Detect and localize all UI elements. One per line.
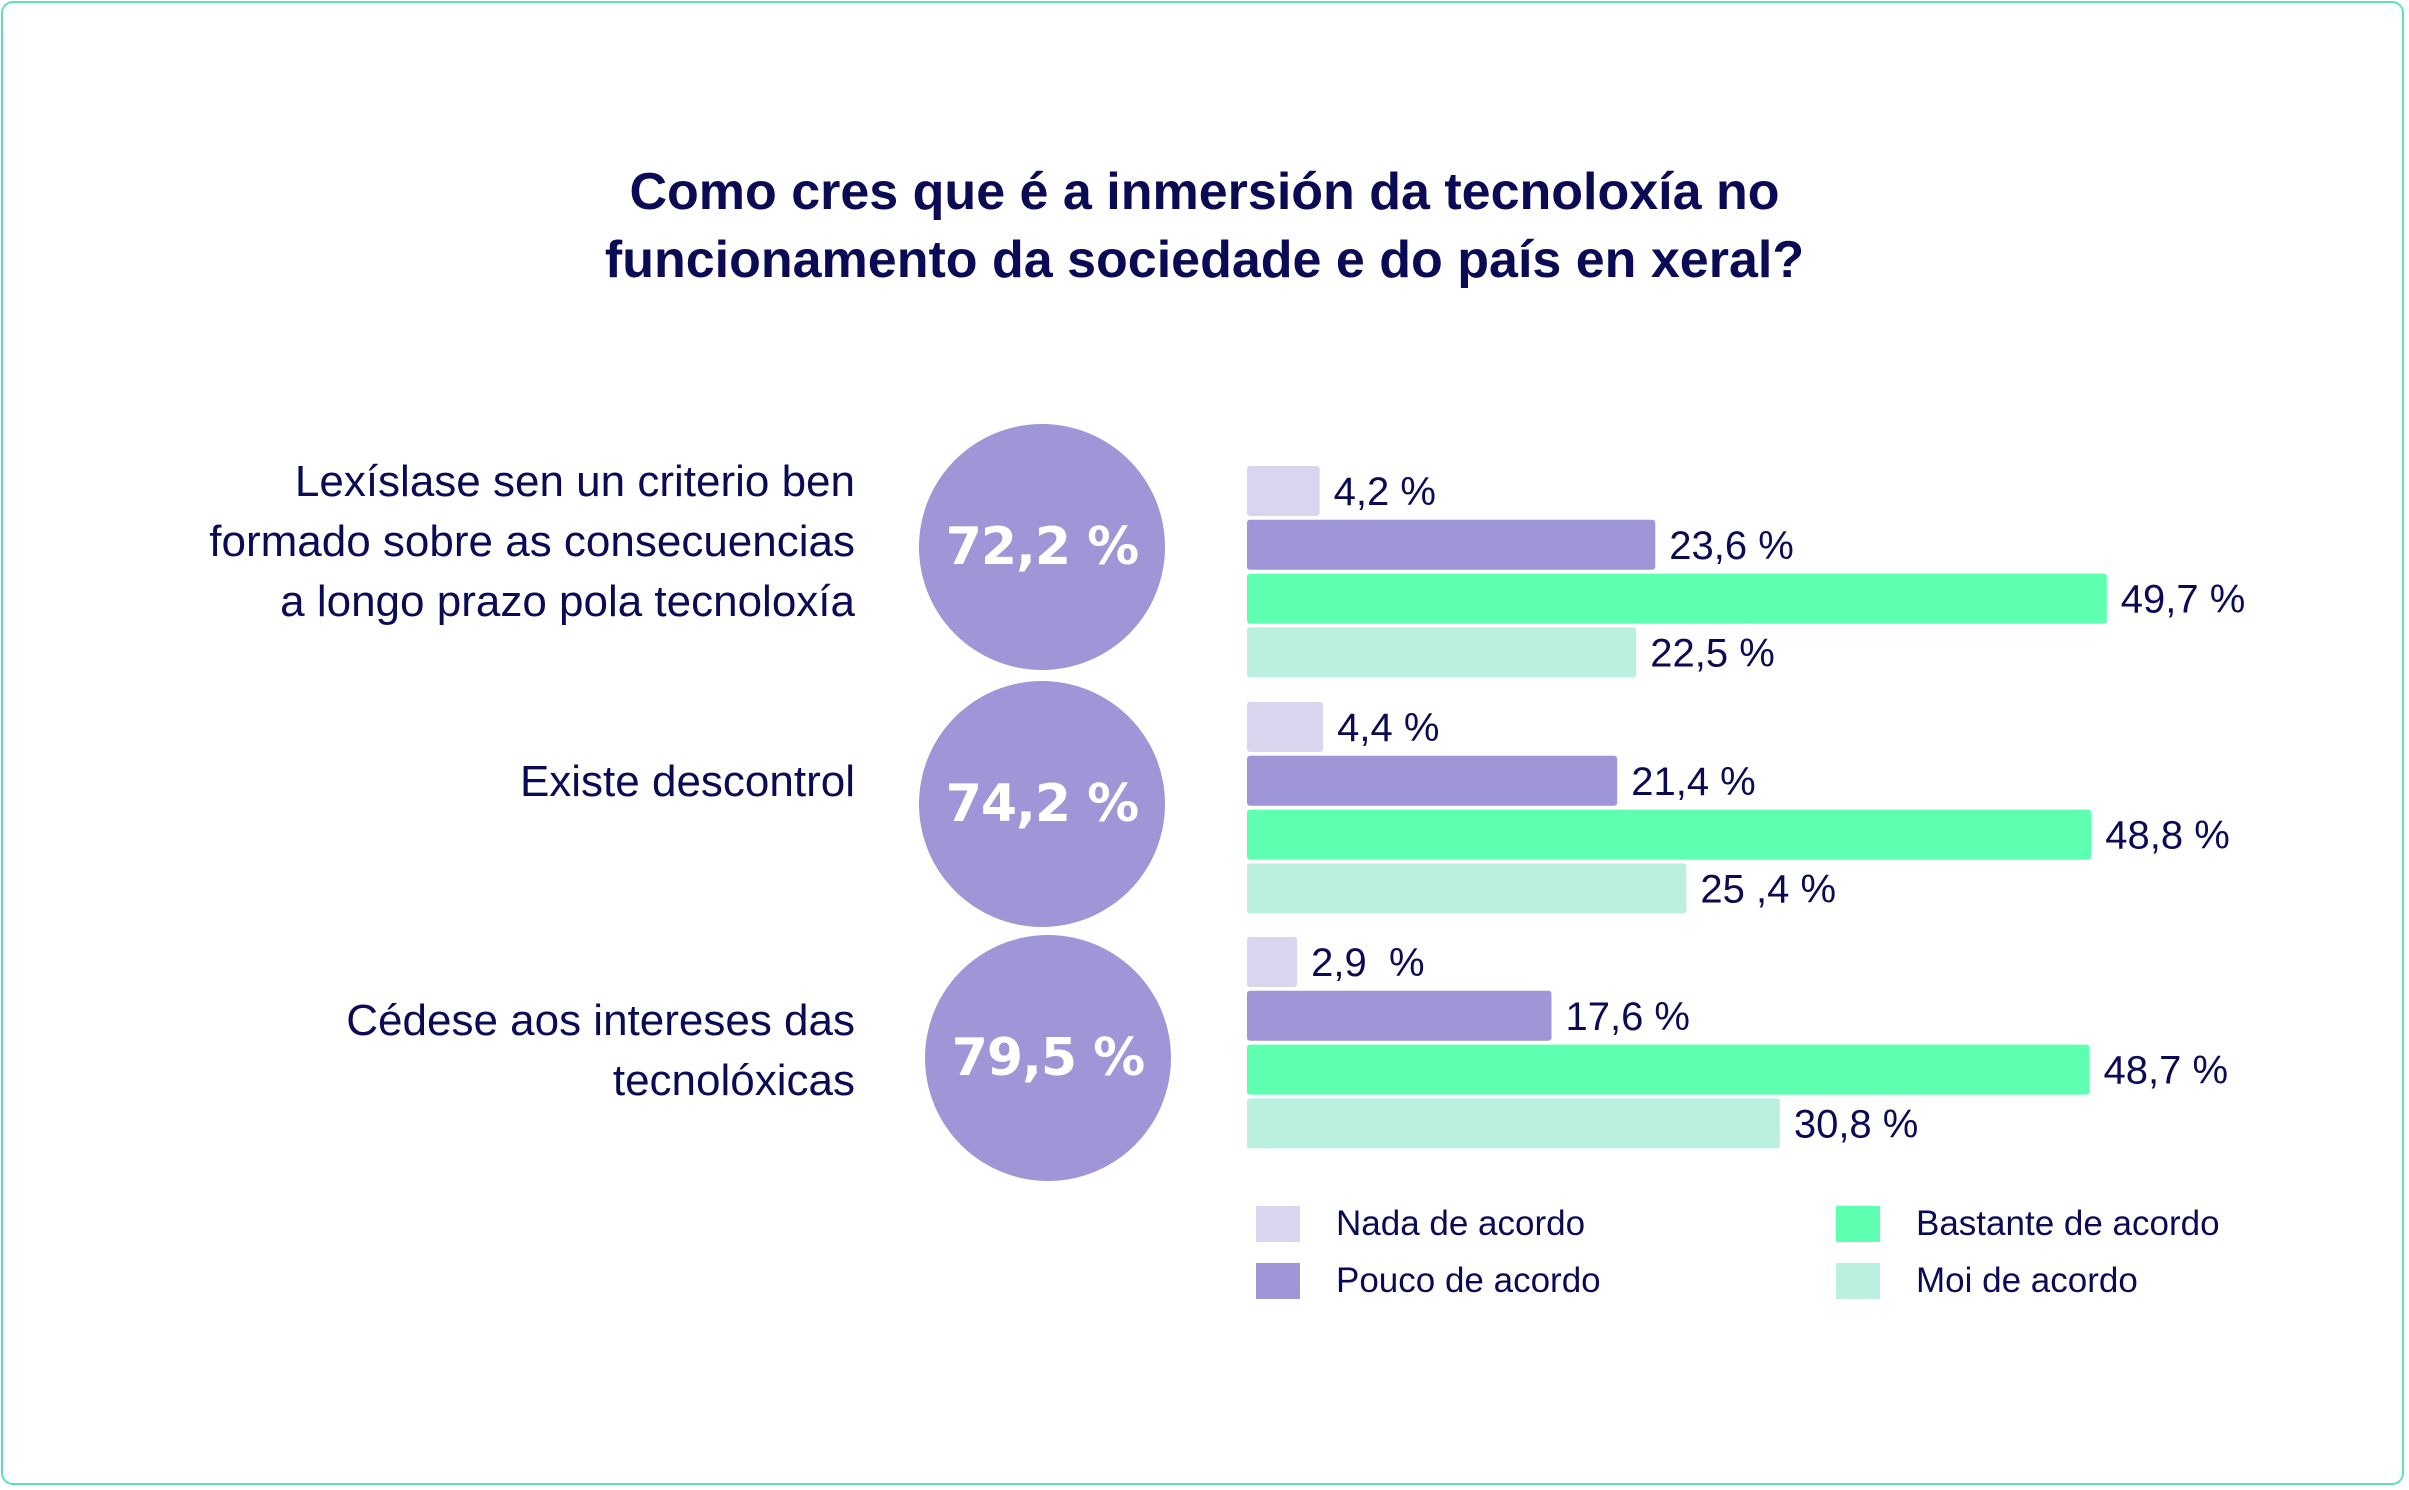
bar-nada-1 <box>1247 466 1320 516</box>
bar-pouco-2 <box>1247 755 1618 806</box>
legend-item-moi: Moi de acordo <box>1836 1261 2138 1301</box>
bar-nada-3 <box>1247 937 1298 987</box>
total-value-3: 79,5 % <box>951 1028 1146 1088</box>
category-label-1-line-2: formado sobre as consecuencias <box>209 517 855 566</box>
bar-group-3: 2,9 % 17,6 % 48,7 % 30,8 % <box>1247 937 2229 1149</box>
data-label-pouco-1: 23,6 % <box>1669 524 1794 568</box>
data-label-moi-2: 25 ,4 % <box>1700 867 1836 911</box>
data-label-pouco-2: 21,4 % <box>1631 760 1756 804</box>
total-value-1: 72,2 % <box>945 517 1140 577</box>
bar-moi-1 <box>1247 627 1637 678</box>
category-label-2-line-1: Existe descontrol <box>519 757 855 806</box>
total-circle-2: 74,2 % <box>919 681 1165 927</box>
data-label-moi-3: 30,8 % <box>1794 1102 1919 1146</box>
bar-bastante-3 <box>1247 1044 2090 1095</box>
legend-swatch-bastante <box>1836 1206 1880 1242</box>
data-label-nada-2: 4,4 % <box>1337 706 1439 750</box>
data-label-bastante-1: 49,7 % <box>2121 578 2246 622</box>
bar-pouco-1 <box>1247 519 1656 570</box>
legend-item-pouco: Pouco de acordo <box>1256 1261 1601 1301</box>
category-label-3: Cédese aos intereses das tecnolóxicas <box>95 991 855 1111</box>
total-circle-3: 79,5 % <box>925 935 1171 1181</box>
category-label-1: Lexíslase sen un criterio ben formado so… <box>95 452 855 632</box>
legend-item-bastante: Bastante de acordo <box>1836 1204 2220 1244</box>
data-label-nada-3: 2,9 % <box>1311 941 1424 985</box>
bar-bastante-1 <box>1247 573 2107 624</box>
legend-label-bastante: Bastante de acordo <box>1916 1204 2220 1243</box>
chart-title-line-1: Como cres que é a inmersión da tecnoloxí… <box>629 163 1780 221</box>
data-label-bastante-3: 48,7 % <box>2104 1049 2229 1093</box>
total-circle-1: 72,2 % <box>919 424 1165 670</box>
chart-title-line-2: funcionamento da sociedade e do país en … <box>604 231 1805 289</box>
legend-swatch-nada <box>1256 1206 1300 1242</box>
legend-item-nada: Nada de acordo <box>1256 1204 1585 1244</box>
chart-title: Como cres que é a inmersión da tecnoloxí… <box>0 158 2409 294</box>
data-label-bastante-2: 48,8 % <box>2105 814 2230 858</box>
bar-moi-2 <box>1247 863 1687 914</box>
legend-label-pouco: Pouco de acordo <box>1336 1261 1601 1300</box>
category-label-1-line-3: a longo prazo pola tecnoloxía <box>280 577 855 626</box>
bar-group-1: 4,2 % 23,6 % 49,7 % 22,5 % <box>1247 466 2246 678</box>
legend-swatch-pouco <box>1256 1263 1300 1299</box>
legend-label-nada: Nada de acordo <box>1336 1204 1586 1243</box>
category-label-2: Existe descontrol <box>95 752 855 812</box>
bar-moi-3 <box>1247 1098 1780 1149</box>
total-value-2: 74,2 % <box>945 774 1140 834</box>
category-label-3-line-1: Cédese aos intereses das <box>346 996 855 1045</box>
category-label-1-line-1: Lexíslase sen un criterio ben <box>294 457 855 506</box>
legend-label-moi: Moi de acordo <box>1916 1261 2138 1300</box>
data-label-moi-1: 22,5 % <box>1650 631 1775 675</box>
legend-swatch-moi <box>1836 1263 1880 1299</box>
data-label-nada-1: 4,2 % <box>1334 470 1436 514</box>
bar-bastante-2 <box>1247 809 2092 860</box>
category-label-3-line-2: tecnolóxicas <box>612 1056 855 1105</box>
bar-pouco-3 <box>1247 990 1552 1041</box>
data-label-pouco-3: 17,6 % <box>1565 995 1690 1039</box>
bar-group-2: 4,4 % 21,4 % 48,8 % 25 ,4 % <box>1247 702 2230 914</box>
bar-nada-2 <box>1247 702 1324 752</box>
